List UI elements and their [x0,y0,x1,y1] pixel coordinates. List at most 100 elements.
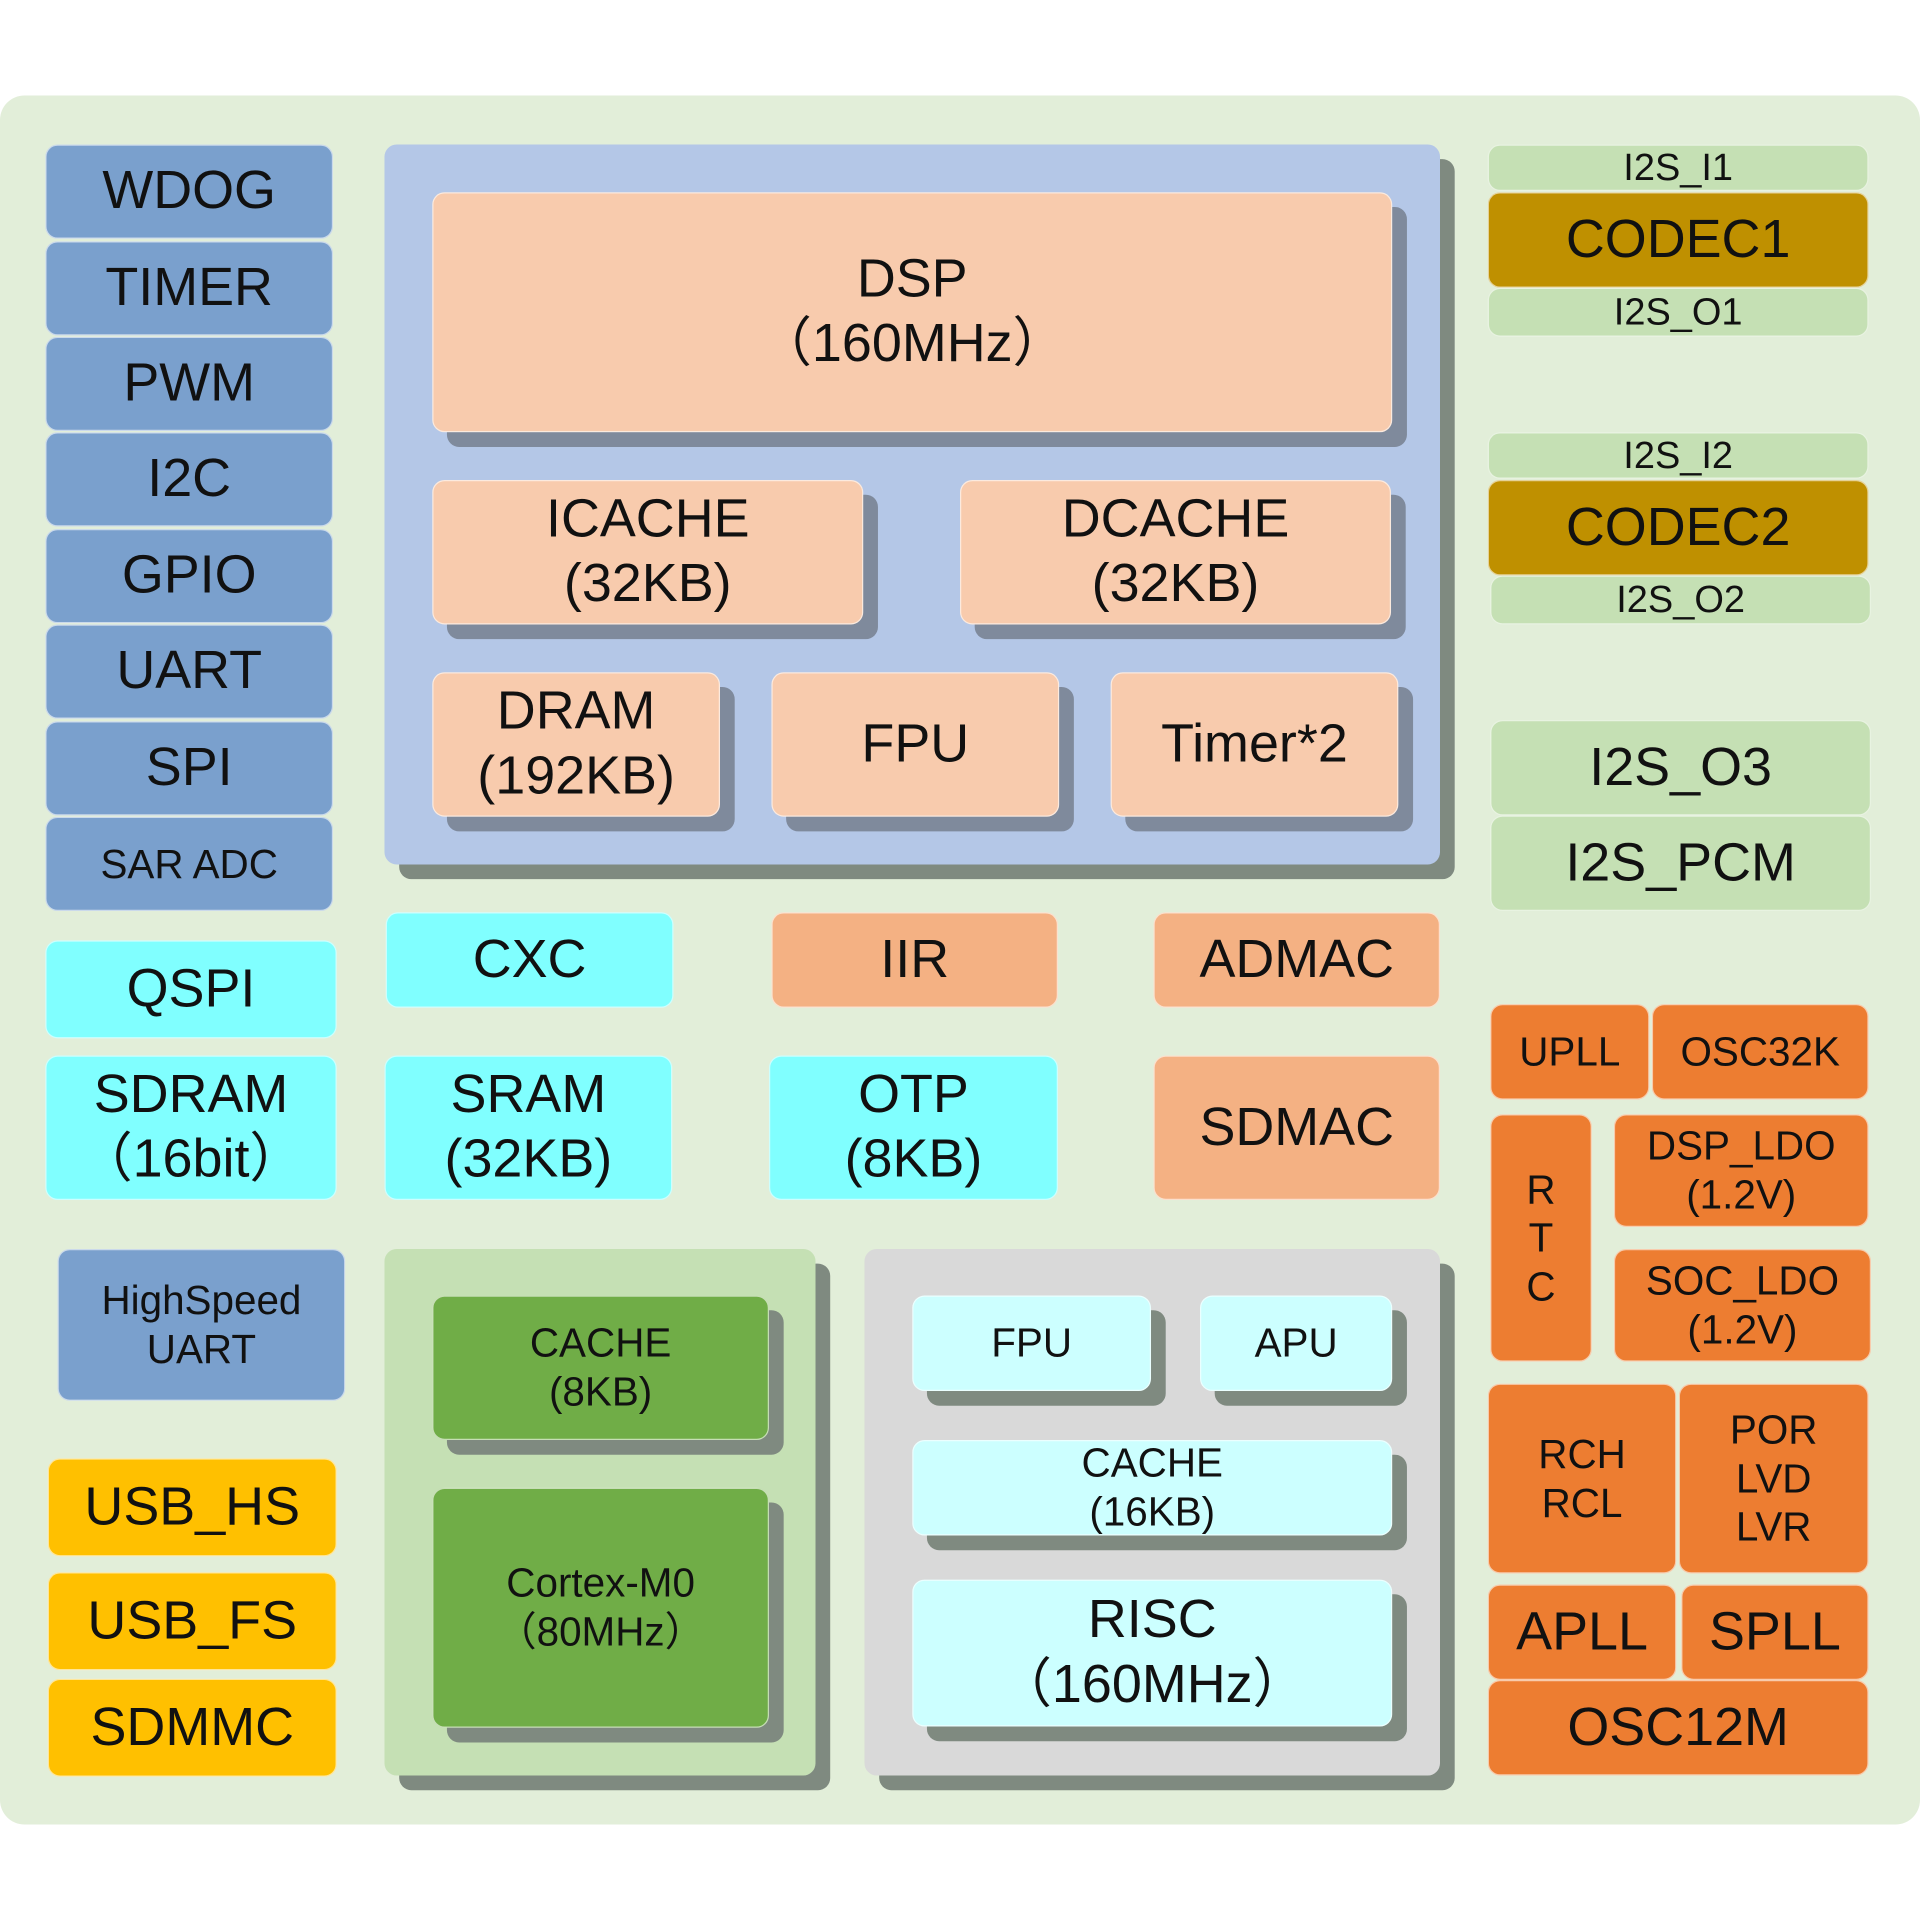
dcache-label: (32KB) [1091,553,1260,614]
apu-block: APU [1200,1295,1393,1392]
codec1-block: CODEC1 [1487,192,1869,288]
risc-cache-label: (16KB) [1089,1488,1216,1535]
dsp-ldo-block: DSP_LDO (1.2V) [1613,1114,1869,1227]
hs-uart-label: HighSpeed [101,1277,302,1323]
upll-label: UPLL [1519,1028,1621,1075]
usb-hs-label: USB_HS [84,1476,301,1537]
i2s-i1-block: I2S_I1 [1487,144,1869,192]
rtc-label: C [1526,1263,1556,1309]
hs-uart-block: HighSpeed UART [57,1248,346,1401]
wdog-label: WDOG [102,160,276,221]
pwm-block: PWM [45,336,334,432]
risc-block: RISC （160MHz） [912,1579,1393,1727]
cxc-label: CXC [472,928,587,989]
m0-cache-block: CACHE (8KB) [432,1295,769,1441]
i2c-label: I2C [147,448,232,509]
dsp-label: DSP [856,248,968,309]
usb-hs-block: USB_HS [47,1458,337,1557]
por-lvd-lvr-block: POR LVD LVR [1678,1383,1869,1574]
uart-label: UART [116,640,263,701]
codec1-label: CODEC1 [1565,208,1791,269]
m0-cache-label: CACHE [529,1320,672,1366]
rch-rcl-block: RCH RCL [1487,1383,1677,1574]
i2s-i1-label: I2S_I1 [1623,146,1734,190]
timer-block: TIMER [45,241,334,336]
i2s-o2-label: I2S_O2 [1616,578,1745,622]
risc-cache-block: CACHE (16KB) [912,1440,1393,1536]
i2s-o3-label: I2S_O3 [1589,736,1772,797]
dram-block: DRAM (192KB) [432,672,721,817]
dsp-label: （160MHz） [758,313,1067,374]
sdmmc-label: SDMMC [90,1696,294,1757]
icache-block: ICACHE (32KB) [432,480,864,625]
otp-label: OTP [858,1064,969,1125]
risc-cache-label: CACHE [1081,1440,1223,1486]
por-lvd-lvr-label: LVR [1735,1504,1812,1550]
qspi-block: QSPI [45,940,337,1039]
soc-ldo-label: (1.2V) [1687,1306,1798,1352]
risc-fpu-label: FPU [991,1320,1073,1366]
risc-label: （160MHz） [998,1654,1307,1715]
i2s-i2-block: I2S_I2 [1487,432,1869,479]
uart-block: UART [45,624,334,719]
dsp-block: DSP （160MHz） [432,192,1393,433]
hs-uart-label: UART [146,1326,257,1372]
codec2-block: CODEC2 [1487,480,1869,576]
usb-fs-label: USB_FS [87,1590,298,1651]
i2s-pcm-label: I2S_PCM [1565,832,1796,893]
sdram-label: （16bit） [78,1128,304,1189]
apll-label: APLL [1516,1601,1648,1662]
osc32k-label: OSC32K [1680,1028,1840,1075]
spll-label: SPLL [1708,1601,1841,1662]
rch-rcl-label: RCH [1538,1431,1626,1477]
rtc-label: T [1528,1214,1554,1261]
dcache-label: DCACHE [1061,488,1290,549]
admac-block: ADMAC [1153,912,1441,1008]
risc-label: RISC [1087,1589,1217,1650]
icache-label: (32KB) [563,553,732,614]
m0-cache-label: (8KB) [548,1368,653,1415]
pwm-label: PWM [123,352,256,413]
i2s-o2-block: I2S_O2 [1490,575,1872,625]
cortex-m0-label: Cortex-M0 [506,1560,695,1606]
upll-block: UPLL [1490,1004,1650,1100]
sram-block: SRAM (32KB) [384,1055,673,1201]
dcache-block: DCACHE (32KB) [960,480,1392,625]
dram-label: DRAM [496,681,656,742]
timer-label: TIMER [105,257,273,318]
i2s-o3-block: I2S_O3 [1490,720,1872,816]
timer2-label: Timer*2 [1161,713,1348,774]
sdram-block: SDRAM （16bit） [45,1055,337,1201]
cortex-m0-block: Cortex-M0 （80MHz） [432,1487,769,1728]
sdmac-block: SDMAC [1153,1055,1441,1201]
iir-label: IIR [880,928,950,989]
soc-ldo-label: SOC_LDO [1645,1258,1840,1304]
i2s-pcm-block: I2S_PCM [1490,815,1872,912]
dsp-fpu-block: FPU [771,672,1060,817]
sram-label: SRAM [450,1064,607,1125]
otp-block: OTP (8KB) [768,1055,1058,1201]
sdmmc-block: SDMMC [47,1678,337,1777]
sdram-label: SDRAM [93,1064,289,1125]
i2s-o1-block: I2S_O1 [1487,287,1869,337]
timer2-block: Timer*2 [1110,672,1399,817]
dsp-ldo-label: (1.2V) [1686,1171,1797,1218]
sar-adc-block: SAR ADC [45,816,334,912]
por-lvd-lvr-label: LVD [1735,1455,1812,1501]
cortex-m0-label: （80MHz） [496,1608,706,1655]
cxc-block: CXC [385,912,674,1008]
i2s-o1-label: I2S_O1 [1613,290,1743,334]
codec2-label: CODEC2 [1565,496,1791,557]
i2c-block: I2C [45,432,334,527]
gpio-block: GPIO [45,528,334,624]
sdmac-label: SDMAC [1199,1096,1395,1157]
gpio-label: GPIO [121,545,257,606]
admac-label: ADMAC [1199,928,1395,989]
sram-label: (32KB) [444,1128,613,1189]
por-lvd-lvr-label: POR [1729,1407,1818,1453]
qspi-label: QSPI [126,958,256,1019]
usb-fs-block: USB_FS [47,1572,337,1671]
osc32k-block: OSC32K [1651,1004,1869,1100]
